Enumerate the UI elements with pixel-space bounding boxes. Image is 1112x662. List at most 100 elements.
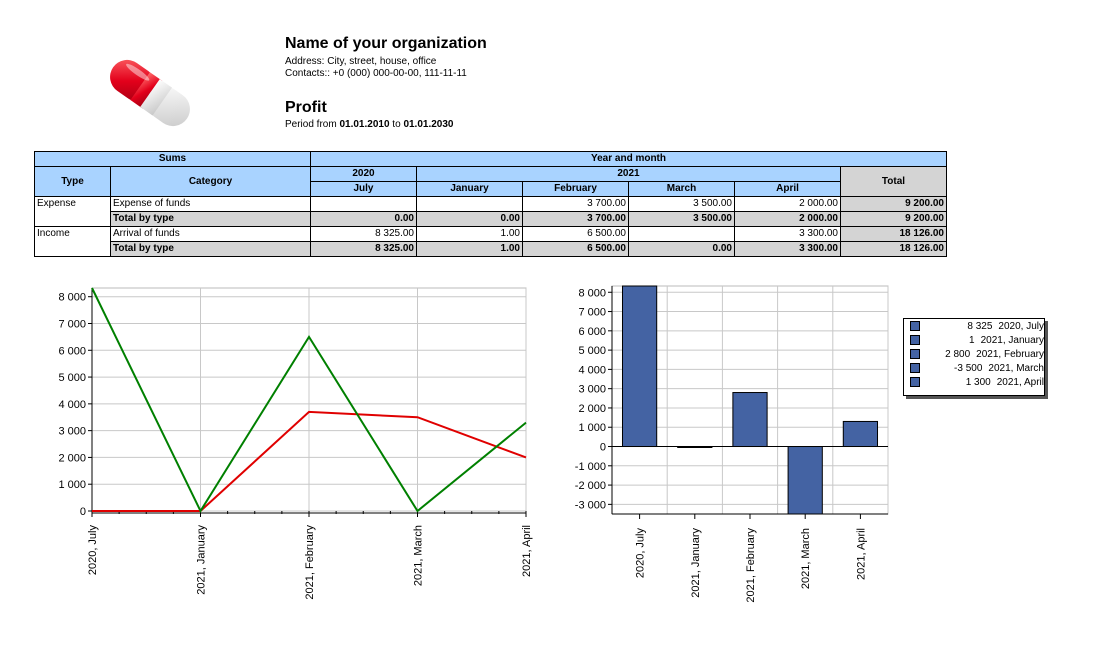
legend-item: 8 325 2020, July <box>904 319 1044 333</box>
report-title: Profit <box>285 99 327 116</box>
report-table: Sums Year and month Type Category 2020 2… <box>34 151 947 257</box>
pill-logo-icon <box>110 59 190 127</box>
y-tick-label: 0 <box>600 442 606 454</box>
y-tick-label: 8 000 <box>58 292 86 304</box>
period-to: 01.01.2030 <box>403 119 454 130</box>
legend-label: 2021, January <box>980 334 1044 346</box>
x-tick-label: 2021, January <box>690 528 702 598</box>
type-header: Type <box>34 166 111 197</box>
year-month-header: Year and month <box>310 151 947 167</box>
row-total-cell: 9 200.00 <box>840 211 947 227</box>
series-line-2 <box>91 287 527 514</box>
legend-value: 8 325 <box>967 320 993 332</box>
y-tick-label: 2 000 <box>578 403 606 415</box>
value-cell: 0.00 <box>416 211 523 227</box>
y-tick-label: 8 000 <box>578 287 606 299</box>
legend-swatch <box>910 335 920 345</box>
legend-swatch <box>910 377 920 387</box>
month-header: January <box>416 181 523 197</box>
legend-swatch <box>910 321 920 331</box>
y-tick-label: 5 000 <box>578 345 606 357</box>
row-total-cell: 18 126.00 <box>840 241 947 257</box>
report-period: Period from 01.01.2010 to 01.01.2030 <box>285 119 454 130</box>
legend-value: 1 <box>969 334 975 346</box>
legend-value: 1 300 <box>965 376 991 388</box>
value-cell: 1.00 <box>416 241 523 257</box>
y-tick-label: 3 000 <box>578 384 606 396</box>
value-cell: 2 000.00 <box>734 211 841 227</box>
value-cell: 1.00 <box>416 226 523 242</box>
bar <box>842 420 879 448</box>
row-total-cell: 18 126.00 <box>840 226 947 242</box>
y-tick-label: 1 000 <box>578 422 606 434</box>
y-tick-label: 5 000 <box>58 372 86 384</box>
organization-address: Address: City, street, house, office <box>285 56 437 67</box>
x-tick-label: 2021, April <box>855 528 867 580</box>
bar <box>787 446 823 515</box>
x-tick-label: 2021, January <box>196 525 208 595</box>
value-cell: 3 700.00 <box>522 211 629 227</box>
legend-label: 2020, July <box>998 320 1044 332</box>
legend-swatch <box>910 349 920 359</box>
type-cell: Income <box>34 226 111 257</box>
total-header: Total <box>840 166 947 197</box>
line-chart: 0 1 000 2 000 3 000 4 000 5 000 6 000 7 000 8 00… <box>58 287 533 600</box>
value-cell: 3 300.00 <box>734 241 841 257</box>
legend-item: 2 800 2021, February <box>904 347 1044 361</box>
table-row: Income Arrival of funds 8 325.00 1.00 6 … <box>34 226 947 257</box>
legend-value: -3 500 <box>954 362 983 374</box>
series-line-1 <box>92 410 527 512</box>
bar <box>621 285 658 448</box>
year-header-2020: 2020 <box>310 166 417 182</box>
y-tick-label: -1 000 <box>575 461 606 473</box>
category-cell: Arrival of funds <box>110 226 311 242</box>
y-tick-label: 1 000 <box>58 479 86 491</box>
value-cell <box>310 196 417 212</box>
y-tick-label: 7 000 <box>58 318 86 330</box>
category-cell: Expense of funds <box>110 196 311 212</box>
category-cell: Total by type <box>110 241 311 257</box>
value-cell: 6 500.00 <box>522 226 629 242</box>
value-cell: 0.00 <box>628 241 735 257</box>
y-tick-label: -3 000 <box>575 499 606 511</box>
value-cell: 3 300.00 <box>734 226 841 242</box>
category-cell: Total by type <box>110 211 311 227</box>
month-header: July <box>310 181 417 197</box>
value-cell: 3 500.00 <box>628 196 735 212</box>
value-cell: 6 500.00 <box>522 241 629 257</box>
month-header: February <box>522 181 629 197</box>
x-tick-label: 2020, July <box>635 528 647 579</box>
y-tick-label: 7 000 <box>578 307 606 319</box>
y-tick-label: 2 000 <box>58 452 86 464</box>
legend-label: 2021, February <box>976 348 1044 360</box>
legend-swatch <box>910 363 920 373</box>
y-tick-label: 3 000 <box>58 426 86 438</box>
x-tick-label: 2021, March <box>413 525 425 586</box>
table-row: Total by type 8 325.00 1.00 6 500.00 0.0… <box>35 241 947 257</box>
x-tick-label: 2021, April <box>521 525 533 577</box>
x-tick-label: 2021, March <box>800 528 812 589</box>
period-from: 01.01.2010 <box>339 119 390 130</box>
period-mid: to <box>389 119 404 130</box>
legend-label: 2021, March <box>988 362 1044 374</box>
legend-item: -3 500 2021, March <box>904 361 1044 375</box>
month-header: March <box>628 181 735 197</box>
y-tick-label: 4 000 <box>58 399 86 411</box>
y-tick-label: 0 <box>80 506 86 518</box>
type-cell: Expense <box>34 196 111 227</box>
y-tick-label: 6 000 <box>578 326 606 338</box>
category-header: Category <box>110 166 311 197</box>
y-tick-label: 6 000 <box>58 345 86 357</box>
year-header-2021: 2021 <box>416 166 841 182</box>
x-tick-label: 2021, February <box>745 528 757 603</box>
value-cell: 2 000.00 <box>734 196 841 212</box>
value-cell: 0.00 <box>310 211 417 227</box>
value-cell: 3 500.00 <box>628 211 735 227</box>
row-total-cell: 9 200.00 <box>840 196 947 212</box>
legend-value: 2 800 <box>945 348 971 360</box>
period-prefix: Period from <box>285 119 340 130</box>
organization-contacts: Contacts:: +0 (000) 000-00-00, 111-11-11 <box>285 68 467 79</box>
value-cell: 3 700.00 <box>522 196 629 212</box>
organization-name: Name of your organization <box>285 35 487 52</box>
bar-chart-legend: 8 325 2020, July 1 2021, January 2 800 2021… <box>903 318 1045 396</box>
